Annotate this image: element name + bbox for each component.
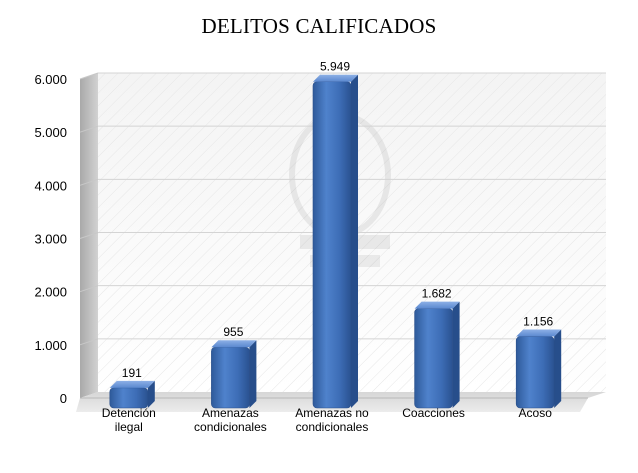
bar	[414, 301, 460, 409]
x-axis: DetenciónilegalAmenazascondicionalesAmen…	[102, 406, 552, 434]
bar-side	[351, 74, 358, 409]
bar-top	[414, 301, 460, 309]
y-tick-label: 2.000	[34, 285, 67, 300]
y-tick-label: 0	[60, 391, 67, 406]
bar-top	[516, 329, 562, 337]
bar-front	[312, 81, 352, 409]
y-tick-label: 3.000	[34, 232, 67, 247]
gridline-side	[79, 232, 99, 239]
data-label: 5.949	[320, 60, 350, 74]
bar-top	[313, 74, 358, 82]
bar-top	[109, 380, 155, 388]
chart-title: DELITOS CALIFICADOS	[201, 14, 437, 38]
data-label: 191	[122, 366, 142, 380]
gridline-side	[79, 178, 99, 186]
bar-front	[109, 387, 149, 409]
gridline-side	[79, 338, 99, 346]
data-label: 955	[223, 325, 243, 339]
bar	[211, 340, 257, 409]
x-tick-label: Amenazas	[202, 406, 259, 420]
x-tick-label: Amenazas no	[295, 406, 369, 420]
y-tick-label: 4.000	[34, 178, 67, 193]
bar	[515, 329, 562, 409]
x-tick-label: Acoso	[519, 406, 553, 420]
bar-side	[147, 380, 155, 408]
data-label: 1.682	[422, 287, 452, 301]
x-tick-label: Detención	[102, 406, 156, 420]
bars: 191 955 5.949 1.682 1.156	[109, 60, 562, 409]
x-tick-label: condicionales	[296, 420, 369, 434]
y-tick-label: 6.000	[34, 72, 67, 87]
x-tick-label: condicionales	[194, 420, 267, 434]
bar	[109, 380, 155, 409]
bar	[312, 74, 358, 409]
bar-side	[554, 329, 562, 408]
bar-side	[452, 301, 460, 408]
y-axis: 0 1.000 2.000 3.000 4.000 5.000 6.000	[34, 72, 67, 406]
y-tick-label: 5.000	[34, 125, 67, 140]
y-tick-label: 1.000	[34, 338, 67, 353]
gridline-side	[79, 125, 99, 133]
gridline-side	[79, 285, 99, 293]
bar-side	[249, 340, 257, 408]
bar-top	[211, 340, 257, 348]
gridline-side	[79, 72, 99, 80]
x-tick-label: Coacciones	[402, 406, 465, 420]
x-tick-label: ilegal	[115, 420, 143, 434]
bar-front	[211, 346, 250, 409]
bar-front	[515, 336, 555, 409]
data-label: 1.156	[523, 315, 553, 329]
bar-front	[414, 308, 453, 409]
